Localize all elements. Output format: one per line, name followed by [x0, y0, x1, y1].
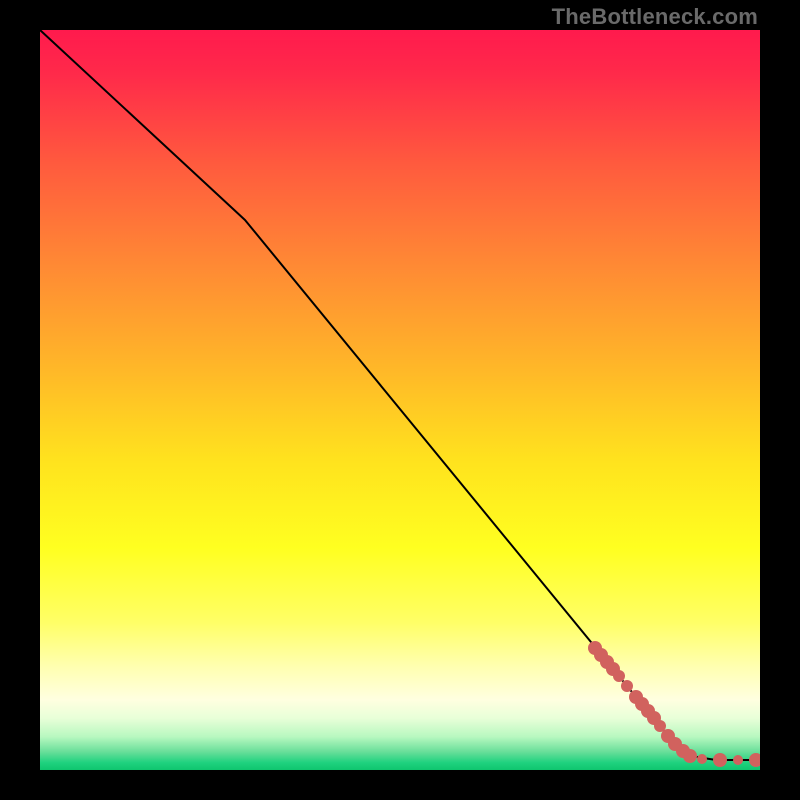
bottleneck-curve	[40, 30, 760, 760]
data-marker	[683, 749, 697, 763]
curve-layer	[40, 30, 760, 770]
plot-area	[40, 30, 760, 770]
watermark-text: TheBottleneck.com	[552, 4, 758, 30]
data-marker	[749, 753, 760, 767]
data-marker	[621, 680, 633, 692]
chart-frame: TheBottleneck.com	[0, 0, 800, 800]
data-marker	[613, 670, 625, 682]
data-marker	[697, 754, 707, 764]
data-marker	[713, 753, 727, 767]
marker-group	[588, 641, 760, 767]
data-marker	[733, 755, 743, 765]
